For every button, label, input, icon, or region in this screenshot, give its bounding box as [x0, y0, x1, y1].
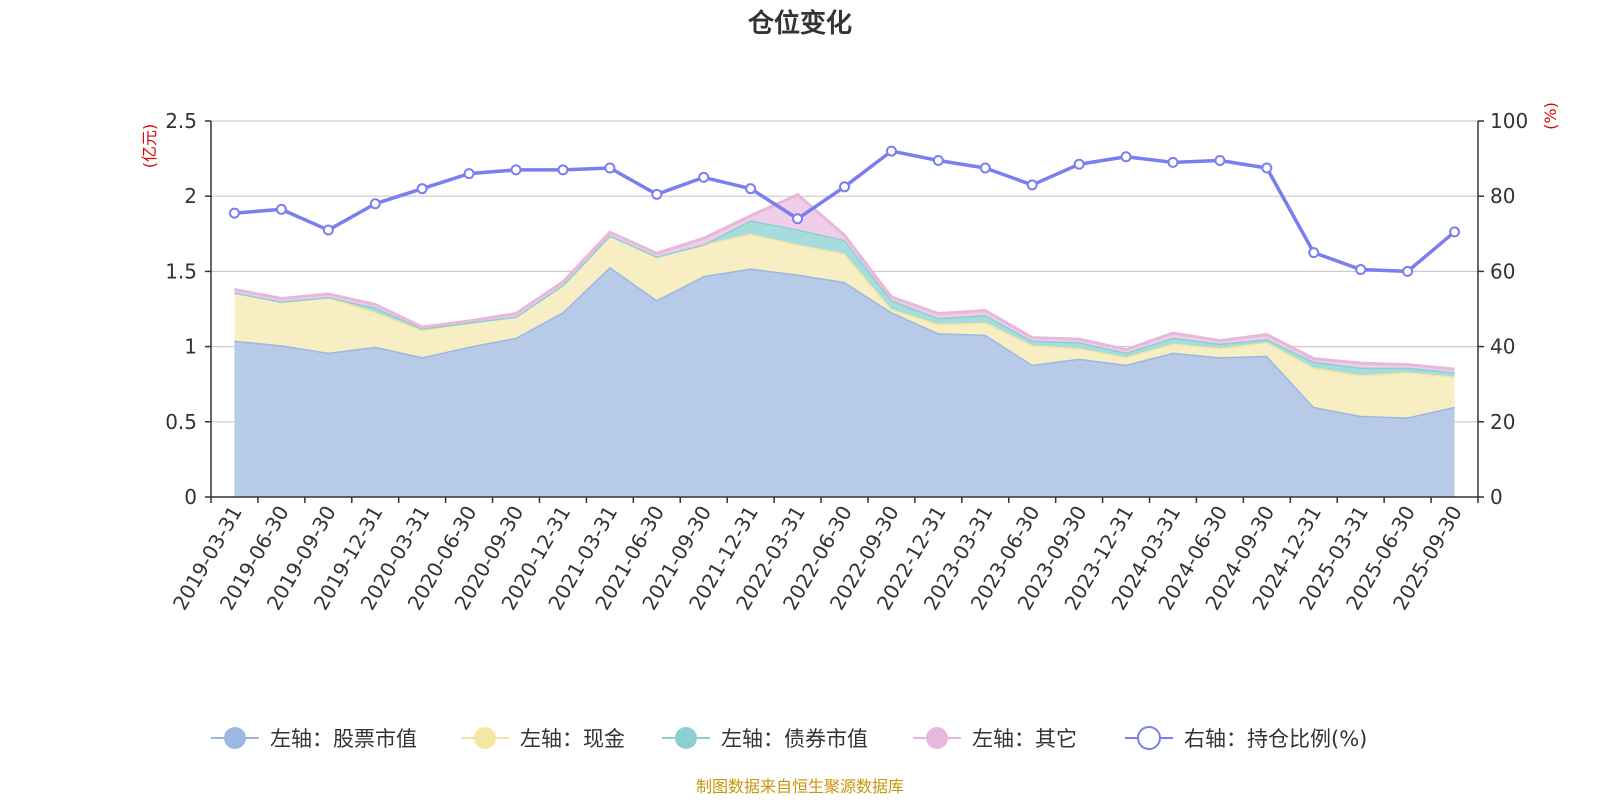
- stacked-areas: [234, 193, 1455, 497]
- right-axis-tick-label: 60: [1490, 259, 1515, 283]
- ratio-point: [416, 183, 428, 195]
- area-1: [234, 233, 1455, 418]
- ratio-point: [1402, 265, 1414, 277]
- left-axis-unit: (亿元): [140, 124, 159, 169]
- area-0: [234, 266, 1455, 497]
- ratio-point: [932, 154, 944, 166]
- ratio-point: [1308, 247, 1320, 259]
- legend-marker-4: [1137, 726, 1161, 750]
- ratio-point: [369, 198, 381, 210]
- ratio-point: [228, 207, 240, 219]
- legend-label-3: 左轴：其它: [972, 727, 1077, 751]
- right-axis-tick-label: 0: [1490, 485, 1503, 509]
- ratio-point: [651, 188, 663, 200]
- ratio-point: [463, 168, 475, 180]
- legend-label-2: 左轴：债券市值: [721, 727, 868, 751]
- ratio-point: [510, 164, 522, 176]
- source-note: 制图数据来自恒生聚源数据库: [696, 777, 904, 796]
- ratio-point: [1214, 154, 1226, 166]
- ratio-point: [698, 171, 710, 183]
- ratio-point: [979, 162, 991, 174]
- ratio-point: [557, 164, 569, 176]
- ratio-point: [322, 224, 334, 236]
- ratio-point: [1120, 151, 1132, 163]
- ratio-point: [885, 145, 897, 157]
- legend-marker-3: [926, 727, 948, 749]
- ratio-point: [1073, 158, 1085, 170]
- ratio-point: [604, 162, 616, 174]
- right-axis-tick-label: 100: [1490, 109, 1528, 133]
- right-axis-unit: (%): [1541, 102, 1560, 130]
- ratio-point: [1167, 156, 1179, 168]
- left-axis-tick-label: 2: [184, 184, 197, 208]
- ratio-point: [839, 181, 850, 193]
- left-axis-tick-label: 1.5: [165, 259, 197, 283]
- ratio-point: [1355, 264, 1367, 276]
- left-axis-tick-label: 1: [184, 335, 197, 359]
- legend-marker-0: [224, 727, 246, 749]
- legend-marker-1: [474, 727, 496, 749]
- right-axis-tick-label: 80: [1490, 184, 1515, 208]
- left-axis-tick-label: 2.5: [165, 109, 197, 133]
- left-axis-tick-label: 0: [184, 485, 197, 509]
- ratio-point: [275, 203, 287, 215]
- right-axis-tick-label: 40: [1490, 335, 1515, 359]
- left-axis-tick-label: 0.5: [165, 410, 197, 434]
- ratio-point: [1261, 162, 1273, 174]
- right-axis-tick-label: 20: [1490, 410, 1515, 434]
- legend-label-4: 右轴：持仓比例(%): [1184, 727, 1367, 751]
- position-ratio-line: [228, 145, 1461, 277]
- legend-label-0: 左轴：股票市值: [270, 727, 417, 751]
- area-2: [234, 220, 1455, 377]
- area-edge-3: [234, 193, 1455, 371]
- ratio-point: [1449, 226, 1461, 238]
- legend-label-1: 左轴：现金: [520, 727, 625, 751]
- ratio-point: [745, 183, 757, 195]
- ratio-point: [792, 213, 804, 225]
- legend: 左轴：股票市值 左轴：现金 左轴：债券市值 左轴：其它 右轴：持仓比例(%): [211, 726, 1367, 751]
- legend-marker-2: [675, 727, 697, 749]
- chart-title: 仓位变化: [747, 8, 852, 39]
- ratio-point: [1026, 179, 1038, 191]
